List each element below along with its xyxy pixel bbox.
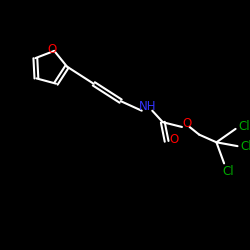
Text: NH: NH — [139, 100, 156, 113]
Text: Cl: Cl — [222, 164, 234, 177]
Text: O: O — [170, 133, 179, 146]
Text: Cl: Cl — [238, 120, 250, 134]
Text: O: O — [182, 117, 191, 130]
Text: Cl: Cl — [240, 140, 250, 153]
Text: O: O — [48, 44, 57, 57]
